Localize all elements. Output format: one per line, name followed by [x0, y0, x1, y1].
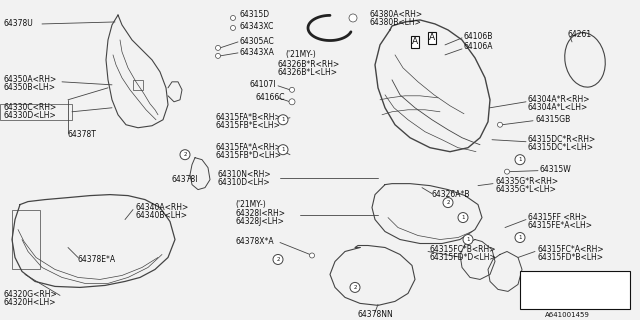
Text: 64326B*R<RH>: 64326B*R<RH> [278, 60, 340, 69]
Circle shape [230, 15, 236, 20]
Text: 2: 2 [183, 152, 187, 157]
Text: 64315DC*R<RH>: 64315DC*R<RH> [528, 135, 596, 144]
Circle shape [216, 53, 221, 58]
Text: 64378X*A: 64378X*A [235, 237, 274, 246]
Text: 64380B<LH>: 64380B<LH> [370, 19, 422, 28]
Text: 64378T: 64378T [68, 130, 97, 139]
Text: A: A [412, 37, 418, 46]
Text: 64304A*L<LH>: 64304A*L<LH> [528, 103, 588, 112]
Text: ('21MY-): ('21MY-) [235, 200, 266, 209]
Text: 64315FA*B<RH>: 64315FA*B<RH> [215, 113, 281, 122]
Text: 64320H<LH>: 64320H<LH> [3, 298, 56, 307]
Text: 64350A<RH>: 64350A<RH> [3, 75, 56, 84]
Bar [12, 210, 40, 269]
Text: 64335G*R<RH>: 64335G*R<RH> [495, 177, 558, 186]
Text: 64261: 64261 [568, 30, 592, 39]
Text: 64328J<LH>: 64328J<LH> [235, 217, 284, 226]
Text: 64328I<RH>: 64328I<RH> [235, 209, 285, 218]
Text: 64315FF <RH>: 64315FF <RH> [528, 213, 587, 222]
Text: 1: 1 [461, 215, 465, 220]
Text: 64340A<RH>: 64340A<RH> [135, 203, 188, 212]
Circle shape [515, 155, 525, 165]
Text: 2: 2 [446, 200, 450, 205]
Circle shape [497, 122, 502, 127]
Text: 1: 1 [533, 278, 537, 283]
Text: 0020014: 0020014 [555, 276, 589, 285]
Circle shape [504, 169, 509, 174]
Circle shape [289, 87, 294, 92]
Bar [133, 80, 143, 90]
Text: 1: 1 [281, 117, 285, 122]
Text: 64380A<RH>: 64380A<RH> [370, 11, 423, 20]
Text: 64107I: 64107I [250, 80, 276, 89]
Text: 64315FA*A<RH>: 64315FA*A<RH> [215, 143, 281, 152]
Text: 64304A*R<RH>: 64304A*R<RH> [528, 95, 591, 104]
Text: 64315FD*D<LH>: 64315FD*D<LH> [430, 253, 497, 262]
Circle shape [180, 150, 190, 160]
Circle shape [230, 26, 236, 30]
Text: 1: 1 [467, 237, 470, 242]
Circle shape [463, 235, 473, 244]
Text: 64335G*L<LH>: 64335G*L<LH> [495, 185, 556, 194]
Text: 64106A: 64106A [463, 43, 493, 52]
Text: 64315DC*L<LH>: 64315DC*L<LH> [528, 143, 594, 152]
Text: 64378U: 64378U [3, 20, 33, 28]
Text: 64166C: 64166C [256, 93, 285, 102]
Circle shape [216, 45, 221, 50]
Text: 64315D: 64315D [240, 11, 270, 20]
Text: 64378I: 64378I [172, 175, 198, 184]
Circle shape [278, 145, 288, 155]
Circle shape [529, 293, 541, 305]
Text: 64378E*A: 64378E*A [78, 255, 116, 264]
Text: 64330D<LH>: 64330D<LH> [3, 111, 56, 120]
Circle shape [458, 212, 468, 222]
Text: 64310N<RH>: 64310N<RH> [218, 170, 271, 179]
Text: 2: 2 [353, 285, 356, 290]
Text: 64343XA: 64343XA [240, 48, 275, 57]
Circle shape [443, 197, 453, 208]
Text: 64315FB*E<LH>: 64315FB*E<LH> [215, 121, 280, 130]
Text: 64315FB*D<LH>: 64315FB*D<LH> [215, 151, 281, 160]
Text: 64326B*L<LH>: 64326B*L<LH> [278, 68, 338, 77]
Text: A641001459: A641001459 [545, 312, 590, 318]
Text: 64350B<LH>: 64350B<LH> [3, 83, 55, 92]
Circle shape [273, 254, 283, 264]
Text: A: A [429, 33, 435, 43]
Text: 64378NN: 64378NN [358, 310, 394, 319]
Circle shape [349, 14, 357, 22]
Text: 64320G<RH>: 64320G<RH> [3, 290, 57, 299]
Text: 1: 1 [518, 235, 522, 240]
Text: 64315FD*B<LH>: 64315FD*B<LH> [537, 253, 603, 262]
Circle shape [278, 115, 288, 125]
Text: 64315FC*A<RH>: 64315FC*A<RH> [537, 245, 604, 254]
Bar [0, 104, 72, 120]
Text: 64315FC*B<RH>: 64315FC*B<RH> [430, 245, 497, 254]
Text: 2: 2 [533, 297, 537, 302]
Circle shape [515, 233, 525, 243]
Text: 64343XC: 64343XC [240, 22, 275, 31]
Text: 64330C<RH>: 64330C<RH> [3, 103, 56, 112]
Text: 64326A*B: 64326A*B [432, 190, 470, 199]
Text: 64315GB: 64315GB [535, 115, 570, 124]
Text: 64303: 64303 [555, 295, 579, 304]
Text: 64315FE*A<LH>: 64315FE*A<LH> [528, 221, 593, 230]
Text: 64315W: 64315W [540, 165, 572, 174]
Text: 1: 1 [518, 157, 522, 162]
Circle shape [350, 283, 360, 292]
Text: 2: 2 [276, 257, 280, 262]
Text: 64305AC: 64305AC [240, 37, 275, 46]
Text: 64340B<LH>: 64340B<LH> [135, 211, 187, 220]
Text: ('21MY-): ('21MY-) [285, 50, 316, 60]
Circle shape [310, 253, 314, 258]
Text: 64310D<LH>: 64310D<LH> [218, 178, 271, 187]
Bar [520, 271, 630, 309]
Text: 1: 1 [281, 147, 285, 152]
Text: 64106B: 64106B [463, 32, 492, 41]
Circle shape [289, 99, 295, 105]
Circle shape [529, 275, 541, 286]
